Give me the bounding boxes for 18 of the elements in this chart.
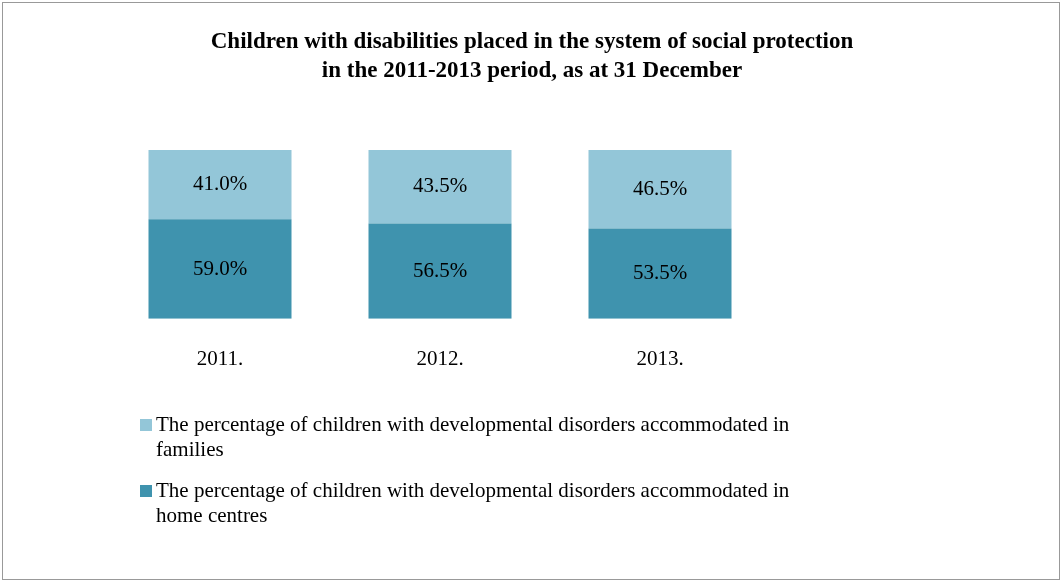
bar xyxy=(148,219,292,319)
x-tick-label: 2012. xyxy=(416,345,464,370)
data-label: 56.5% xyxy=(412,257,468,282)
data-label: 41.0% xyxy=(192,171,248,196)
x-tick-label: 2011. xyxy=(196,345,244,370)
data-label: 53.5% xyxy=(632,260,688,285)
data-label: 59.0% xyxy=(192,255,248,280)
bar xyxy=(588,228,732,319)
bar xyxy=(148,150,292,220)
data-label: 46.5% xyxy=(632,175,688,200)
chart-title: Children with disabilities placed in the system of social protection in the 2011-2013 period, as at 31 December xyxy=(209,27,855,84)
x-tick-label: 2013. xyxy=(636,345,684,370)
legend-label: The percentage of children with developmental disorders accommodated in home centres xyxy=(156,478,791,528)
bar xyxy=(368,150,512,224)
legend-label: The percentage of children with developmental disorders accommodated in families xyxy=(156,412,791,462)
bar xyxy=(588,150,732,229)
data-label: 43.5% xyxy=(412,173,468,198)
bar xyxy=(368,223,512,319)
